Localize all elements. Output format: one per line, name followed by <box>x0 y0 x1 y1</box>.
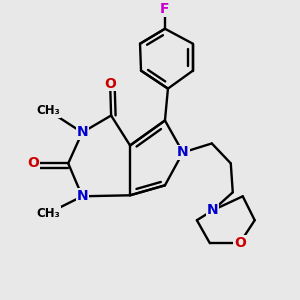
Text: O: O <box>234 236 246 250</box>
Text: CH₃: CH₃ <box>36 207 60 220</box>
Text: O: O <box>27 156 39 170</box>
Text: N: N <box>76 189 88 203</box>
Text: O: O <box>104 76 116 91</box>
Text: N: N <box>76 125 88 140</box>
Text: F: F <box>160 2 170 16</box>
Text: CH₃: CH₃ <box>36 104 60 117</box>
Text: N: N <box>207 203 219 217</box>
Text: N: N <box>177 146 189 159</box>
